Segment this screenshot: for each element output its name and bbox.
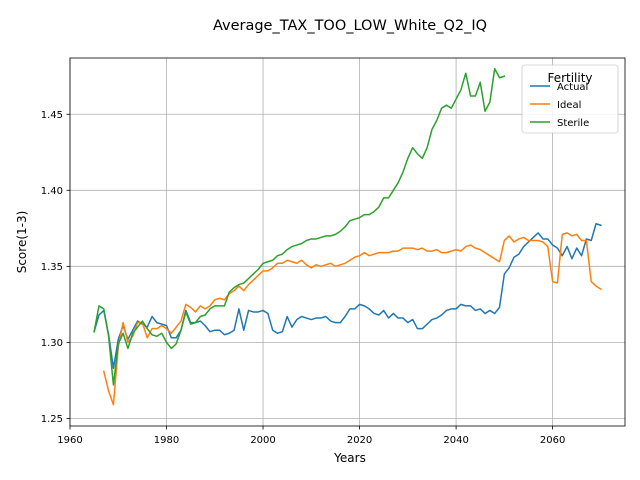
y-tick-label: 1.25 — [41, 414, 63, 425]
x-axis-label: Years — [333, 451, 366, 465]
y-tick-label: 1.30 — [41, 338, 63, 349]
y-axis-ticks: 1.25 1.30 1.35 1.40 1.45 — [41, 110, 70, 425]
series-line-actual — [93, 223, 602, 369]
y-tick-label: 1.45 — [41, 110, 63, 121]
x-tick-label: 2060 — [540, 435, 565, 446]
x-tick-label: 2040 — [443, 435, 468, 446]
x-tick-label: 2020 — [347, 435, 372, 446]
x-tick-label: 2000 — [250, 435, 275, 446]
legend-title: Fertility — [547, 71, 592, 85]
y-axis-label: Score(1-3) — [15, 211, 29, 274]
legend-box — [521, 64, 619, 134]
series-lines — [93, 67, 602, 406]
y-tick-label: 1.35 — [41, 262, 63, 273]
y-tick-label: 1.40 — [41, 186, 63, 197]
x-tick-label: 1980 — [154, 435, 179, 446]
series-line-sterile — [93, 67, 506, 386]
legend-label-sterile: Sterile — [557, 118, 589, 129]
x-axis-ticks: 1960 1980 2000 2020 2040 2060 — [57, 426, 565, 446]
series-line-ideal — [102, 232, 602, 406]
x-tick-label: 1960 — [57, 435, 82, 446]
legend-label-actual: Actual — [557, 82, 588, 93]
plot-area-frame — [69, 57, 626, 427]
legend-label-ideal: Ideal — [557, 100, 581, 111]
legend: Fertility Actual Ideal Sterile — [521, 64, 619, 134]
chart-title: Average_TAX_TOO_LOW_White_Q2_IQ — [213, 18, 487, 34]
legend-entries: Actual Ideal Sterile — [530, 82, 589, 129]
